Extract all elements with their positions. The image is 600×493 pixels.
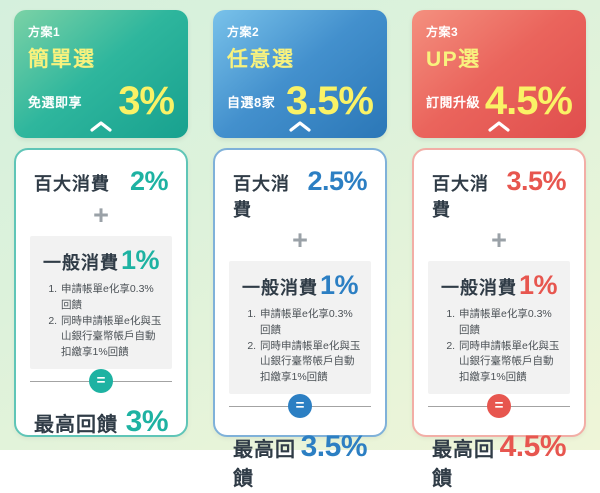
plan-column-1: 方案1 簡單選 免選即享 3% 百大消費 2% + 一般消費 1% [14, 10, 188, 438]
plan3-top-category-row: 百大消費 3.5% [428, 162, 570, 222]
plan1-total-row: 最高回饋 3% [30, 393, 172, 441]
plan3-equals-divider: = [428, 393, 570, 418]
plan1-tagline: 免選即享 [28, 95, 83, 110]
chevron-up-icon[interactable] [88, 119, 114, 133]
plus-icon: + [292, 225, 308, 255]
plan3-badge: 方案3 [426, 25, 459, 39]
plan2-detail-card: 百大消費 2.5% + 一般消費 1% 申請帳單e化享0.3%回饋 同時申請帳單… [213, 148, 387, 490]
plan2-headline-row: 自選8家 3.5% [227, 79, 374, 123]
general-label: 一般消費 [43, 253, 119, 273]
plan1-badge: 方案1 [28, 25, 61, 39]
plan3-total-row: 最高回饋 4.5% [428, 418, 570, 493]
note-item: 申請帳單e化享0.3%回饋 [60, 282, 163, 314]
plan1-detail-card: 百大消費 2% + 一般消費 1% 申請帳單e化享0.3%回饋 同時申請帳單e化… [14, 148, 188, 438]
plan1-name: 簡單選 [28, 48, 96, 71]
plan1-general-box: 一般消費 1% 申請帳單e化享0.3%回饋 同時申請帳單e化與玉山銀行臺幣帳戶自… [30, 236, 172, 369]
plan3-header-card[interactable]: 方案3 UP選 訂閱升級 4.5% [412, 10, 586, 138]
plan2-tagline: 自選8家 [227, 95, 276, 110]
equals-icon: = [288, 393, 312, 418]
note-item: 申請帳單e化享0.3%回饋 [259, 307, 362, 339]
plan2-notes: 申請帳單e化享0.3%回饋 同時申請帳單e化與玉山銀行臺幣帳戶自動扣繳享1%回饋 [238, 307, 362, 386]
general-rate: 1% [319, 270, 359, 300]
plan3-general-box: 一般消費 1% 申請帳單e化享0.3%回饋 同時申請帳單e化與玉山銀行臺幣帳戶自… [428, 261, 570, 394]
chevron-up-icon[interactable] [287, 119, 313, 133]
plan3-headline-rate: 4.5% [484, 79, 573, 123]
plan3-name: UP選 [426, 48, 481, 71]
plan1-general-row: 一般消費 1% [39, 245, 163, 276]
plan1-notes: 申請帳單e化享0.3%回饋 同時申請帳單e化與玉山銀行臺幣帳戶自動扣繳享1%回饋 [39, 282, 163, 361]
plan2-headline-rate: 3.5% [285, 79, 374, 123]
category-rate: 2.5% [307, 166, 367, 196]
plan3-headline-row: 訂閱升級 4.5% [426, 79, 573, 123]
general-label: 一般消費 [441, 278, 517, 298]
total-label: 最高回饋 [432, 438, 495, 490]
total-rate: 3.5% [300, 429, 368, 463]
plan2-badge: 方案2 [227, 25, 260, 39]
plan2-equals-divider: = [229, 393, 371, 418]
total-label: 最高回饋 [233, 438, 296, 490]
plan3-general-row: 一般消費 1% [437, 270, 561, 301]
general-rate: 1% [120, 245, 160, 275]
note-item: 同時申請帳單e化與玉山銀行臺幣帳戶自動扣繳享1%回饋 [259, 339, 362, 386]
plan1-top-category-row: 百大消費 2% [30, 162, 172, 197]
equals-icon: = [487, 393, 511, 418]
plan-column-3: 方案3 UP選 訂閱升級 4.5% 百大消費 3.5% + 一般消費 1% [412, 10, 586, 490]
plan2-total-row: 最高回饋 3.5% [229, 418, 371, 493]
plan2-name: 任意選 [227, 48, 295, 71]
category-label: 百大消費 [432, 174, 489, 220]
plans-comparison-page: 方案1 簡單選 免選即享 3% 百大消費 2% + 一般消費 1% [0, 0, 600, 450]
category-label: 百大消費 [233, 174, 290, 220]
general-rate: 1% [518, 270, 558, 300]
plan3-detail-card: 百大消費 3.5% + 一般消費 1% 申請帳單e化享0.3%回饋 同時申請帳單… [412, 148, 586, 490]
plus-icon: + [491, 225, 507, 255]
plan2-general-box: 一般消費 1% 申請帳單e化享0.3%回饋 同時申請帳單e化與玉山銀行臺幣帳戶自… [229, 261, 371, 394]
plan2-general-row: 一般消費 1% [238, 270, 362, 301]
category-rate: 2% [129, 166, 169, 196]
plan1-headline-rate: 3% [118, 79, 175, 123]
total-label: 最高回饋 [34, 413, 118, 436]
plan3-tagline: 訂閱升級 [426, 95, 481, 110]
plan2-top-category-row: 百大消費 2.5% [229, 162, 371, 222]
plan1-headline-row: 免選即享 3% [28, 79, 175, 123]
plan1-header-card[interactable]: 方案1 簡單選 免選即享 3% [14, 10, 188, 138]
plan1-equals-divider: = [30, 368, 172, 393]
plan3-notes: 申請帳單e化享0.3%回饋 同時申請帳單e化與玉山銀行臺幣帳戶自動扣繳享1%回饋 [437, 307, 561, 386]
chevron-up-icon[interactable] [486, 119, 512, 133]
total-rate: 3% [125, 404, 169, 438]
general-label: 一般消費 [242, 278, 318, 298]
plus-icon: + [93, 200, 109, 230]
note-item: 同時申請帳單e化與玉山銀行臺幣帳戶自動扣繳享1%回饋 [60, 314, 163, 361]
category-label: 百大消費 [34, 174, 110, 194]
plan2-header-card[interactable]: 方案2 任意選 自選8家 3.5% [213, 10, 387, 138]
plan-column-2: 方案2 任意選 自選8家 3.5% 百大消費 2.5% + 一般消費 1% [213, 10, 387, 490]
category-rate: 3.5% [506, 166, 566, 196]
note-item: 同時申請帳單e化與玉山銀行臺幣帳戶自動扣繳享1%回饋 [458, 339, 561, 386]
equals-icon: = [89, 368, 113, 393]
total-rate: 4.5% [499, 429, 567, 463]
note-item: 申請帳單e化享0.3%回饋 [458, 307, 561, 339]
